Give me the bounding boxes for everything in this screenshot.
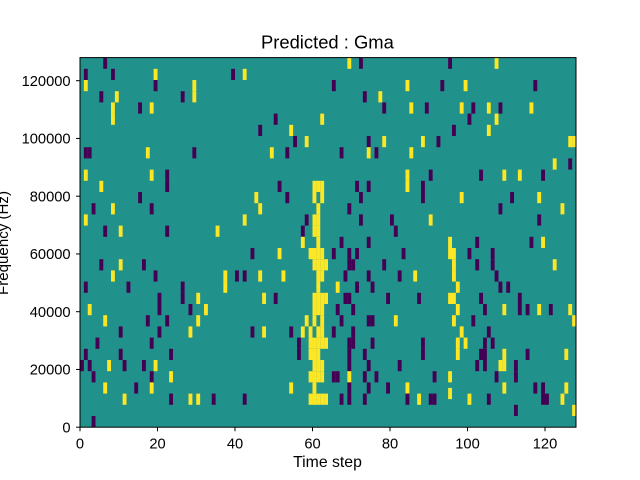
svg-text:120000: 120000 (22, 74, 71, 90)
svg-text:0: 0 (62, 420, 70, 436)
svg-text:20: 20 (149, 436, 165, 452)
svg-text:40000: 40000 (30, 305, 71, 321)
svg-text:100: 100 (455, 436, 480, 452)
svg-text:80000: 80000 (30, 189, 71, 205)
svg-text:Time step: Time step (293, 454, 362, 471)
svg-text:80: 80 (382, 436, 398, 452)
svg-text:Predicted : Gma: Predicted : Gma (261, 32, 395, 53)
svg-text:Frequency (Hz): Frequency (Hz) (0, 191, 12, 295)
svg-text:60: 60 (304, 436, 320, 452)
svg-text:60000: 60000 (30, 247, 71, 263)
svg-text:0: 0 (76, 436, 84, 452)
svg-text:120: 120 (533, 436, 558, 452)
svg-text:100000: 100000 (22, 132, 71, 148)
svg-text:40: 40 (227, 436, 243, 452)
svg-text:20000: 20000 (30, 363, 71, 379)
